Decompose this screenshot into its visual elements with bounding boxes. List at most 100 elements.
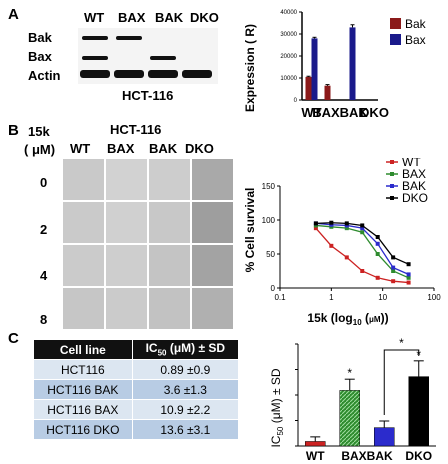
y-tick-label: 0 xyxy=(271,284,276,293)
dose-label-8: 8 xyxy=(40,312,48,327)
blot-cell-line: HCT-116 xyxy=(122,88,174,103)
data-point xyxy=(375,241,380,246)
row-label-bax: Bax xyxy=(28,49,52,64)
panel-a-label: A xyxy=(8,6,19,23)
lane-label-dko: DKO xyxy=(190,10,219,25)
legend-swatch xyxy=(390,18,401,29)
lane-label-bak: BAK xyxy=(155,10,184,25)
y-tick-label: 50 xyxy=(266,250,275,259)
y-tick-label: 40000 xyxy=(280,10,297,16)
data-point xyxy=(375,275,380,280)
legend-label: BAX xyxy=(402,167,426,181)
data-point xyxy=(375,235,380,239)
data-point xyxy=(344,221,349,226)
bar xyxy=(408,376,429,447)
expression-chart: Expression ( R) 010000200003000040000WTB… xyxy=(243,10,427,120)
legend-swatch xyxy=(390,34,401,45)
data-point xyxy=(406,275,411,280)
survival-ylabel: % Cell survival xyxy=(243,188,257,273)
legend-label: DKO xyxy=(402,191,428,205)
compound-label: 15k xyxy=(28,124,50,139)
data-point xyxy=(375,252,380,256)
data-point xyxy=(313,223,318,228)
panel-b-label: B xyxy=(8,122,19,139)
legend-marker xyxy=(390,160,394,164)
data-point xyxy=(313,221,318,226)
data-point xyxy=(391,279,396,284)
legend-marker xyxy=(390,196,394,200)
x-tick-label: 0.1 xyxy=(274,293,286,302)
legend-marker xyxy=(390,184,394,188)
data-point xyxy=(406,272,411,277)
data-point xyxy=(360,230,365,235)
data-point xyxy=(391,265,396,270)
legend-label: Bak xyxy=(405,17,427,31)
data-point xyxy=(344,226,349,231)
x-tick-label: 1 xyxy=(329,293,334,302)
lane-label-bax: BAX xyxy=(118,10,146,25)
microscopy-grid xyxy=(62,158,234,330)
survival-chart: % Cell survival 15k (log10 (μM)) 0 50 100 1… xyxy=(243,158,441,327)
table-row: HCT116 0.89 ±0.9 xyxy=(34,359,238,380)
bracket-star: * xyxy=(399,336,404,350)
bar xyxy=(374,427,395,447)
unit-label: ( μM) xyxy=(24,142,56,157)
ic50-chart: IC50 (μM) ± SD ***WT BAXBAK DKO xyxy=(269,336,436,462)
y-tick-label: 100 xyxy=(262,216,276,225)
x-tick-label: WT xyxy=(301,105,321,120)
images-cell-line: HCT-116 xyxy=(110,122,162,137)
legend-marker xyxy=(390,172,394,176)
table-row: HCT116 BAK 3.6 ±1.3 xyxy=(34,379,238,400)
western-blot xyxy=(78,28,218,84)
bar xyxy=(349,27,356,100)
row-label-actin: Actin xyxy=(28,68,61,83)
data-point xyxy=(360,223,365,228)
data-point xyxy=(391,255,396,260)
data-point xyxy=(344,223,349,228)
x-tick-label: DKO xyxy=(405,449,432,462)
data-point xyxy=(344,255,349,260)
data-point xyxy=(406,262,411,267)
legend-label: Bax xyxy=(405,33,426,47)
series-line xyxy=(315,227,409,284)
x-tick-label: BAXBAK xyxy=(341,449,393,462)
row-label-bak: Bak xyxy=(28,30,52,45)
data-point xyxy=(329,222,334,227)
legend-label: WT xyxy=(402,158,421,169)
bar xyxy=(311,38,318,100)
ic50-table: Cell line IC50 (μM) ± SD HCT116 0.89 ±0.… xyxy=(34,340,238,440)
legend-label: BAK xyxy=(402,179,426,193)
data-point xyxy=(329,224,334,229)
y-tick-label: 10000 xyxy=(280,76,297,82)
bar xyxy=(305,441,326,447)
ic50-ylabel: IC50 (μM) ± SD xyxy=(269,368,285,447)
table-header-cell-line: Cell line xyxy=(34,340,133,360)
y-tick-label: 30000 xyxy=(280,32,297,38)
dose-label-4: 4 xyxy=(40,268,48,283)
data-point xyxy=(329,220,334,225)
y-tick-label: 20000 xyxy=(280,54,297,60)
table-row: HCT116 DKO 13.6 ±3.1 xyxy=(34,419,238,440)
expression-ylabel: Expression ( R) xyxy=(243,24,257,112)
img-lane-bax: BAX xyxy=(107,141,135,156)
data-point xyxy=(391,269,396,273)
bar xyxy=(339,390,360,447)
img-lane-dko: DKO xyxy=(185,141,214,156)
data-point xyxy=(329,243,334,248)
x-tick-label: 10 xyxy=(378,293,387,302)
img-lane-wt: WT xyxy=(70,141,91,156)
dose-label-0: 0 xyxy=(40,175,48,190)
x-tick-label: DKO xyxy=(360,105,389,120)
bar xyxy=(324,85,331,100)
dose-label-2: 2 xyxy=(40,222,48,237)
table-row: HCT116 BAX 10.9 ±2.2 xyxy=(34,399,238,420)
significance-bracket xyxy=(383,349,420,416)
data-point xyxy=(360,226,365,231)
significance-star: * xyxy=(347,366,352,380)
x-tick-label: 100 xyxy=(427,293,441,302)
img-lane-bak: BAK xyxy=(149,141,178,156)
lane-label-wt: WT xyxy=(84,10,105,25)
data-point xyxy=(313,226,318,231)
x-tick-label: BAXBAK xyxy=(312,105,368,120)
data-point xyxy=(360,269,365,273)
